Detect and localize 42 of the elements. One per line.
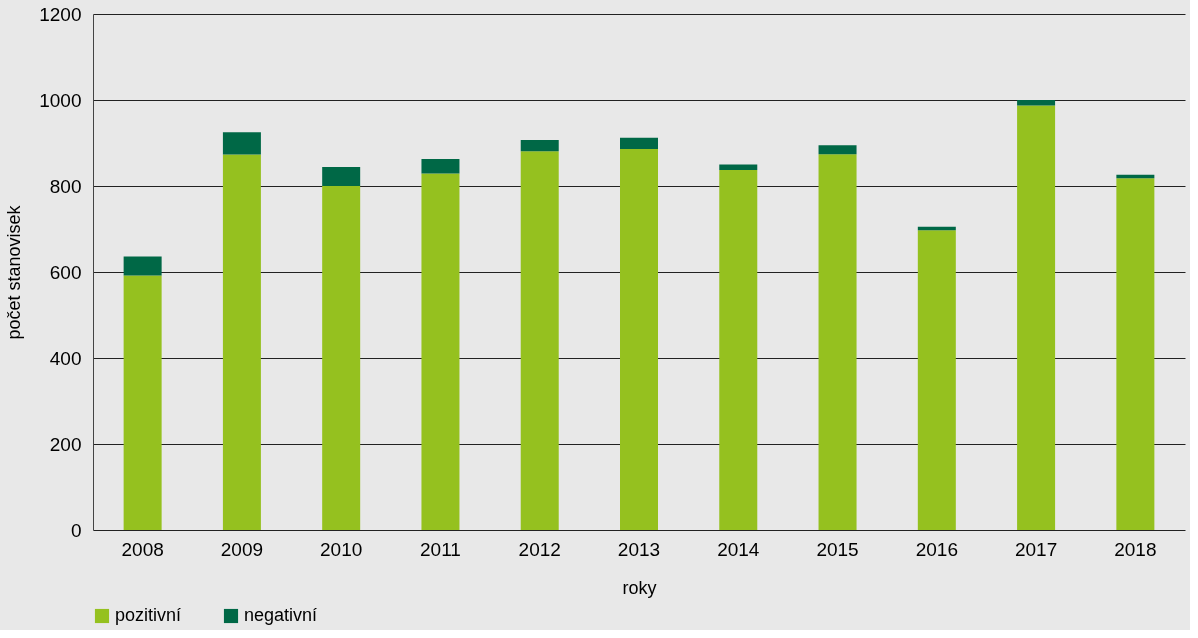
bar (620, 137, 658, 150)
bar (322, 186, 361, 530)
bar (222, 132, 261, 155)
legend-label: negativní (244, 605, 318, 625)
bar (818, 145, 857, 155)
bar (1017, 100, 1056, 106)
bar (719, 170, 758, 530)
bar (818, 154, 857, 530)
bar (123, 275, 162, 530)
bar (421, 173, 460, 530)
bar (123, 256, 162, 276)
x-tick-label: 2011 (420, 538, 461, 560)
bar (620, 149, 658, 530)
y-tick-label: 0 (70, 519, 82, 541)
x-tick-label: 2014 (717, 538, 760, 560)
bar (1116, 178, 1155, 530)
y-axis-title: počet stanovisek (4, 204, 25, 340)
x-axis-title: roky (622, 577, 657, 598)
x-tick-label: 2018 (1114, 538, 1157, 560)
legend-label: pozitivní (115, 605, 182, 625)
x-tick-label: 2013 (617, 538, 661, 560)
bar (719, 164, 758, 171)
bar (421, 158, 460, 174)
y-tick-label: 1200 (39, 3, 82, 25)
bar (1017, 105, 1056, 530)
y-tick-label: 200 (49, 433, 82, 455)
bar (520, 151, 559, 530)
x-tick-label: 2012 (518, 538, 561, 560)
bar (917, 230, 956, 530)
y-tick-label: 600 (49, 261, 82, 283)
y-tick-label: 800 (49, 175, 82, 197)
y-tick-label: 400 (49, 347, 82, 369)
y-tick-label: 1000 (39, 89, 82, 111)
x-tick-label: 2010 (320, 538, 363, 560)
x-tick-label: 2015 (816, 538, 859, 560)
bar (322, 167, 361, 186)
x-tick-label: 2009 (220, 538, 264, 560)
x-tick-label: 2016 (915, 538, 958, 560)
x-tick-label: 2008 (121, 538, 164, 560)
bar (222, 154, 261, 530)
bar (520, 139, 559, 152)
x-tick-label: 2017 (1014, 538, 1058, 560)
